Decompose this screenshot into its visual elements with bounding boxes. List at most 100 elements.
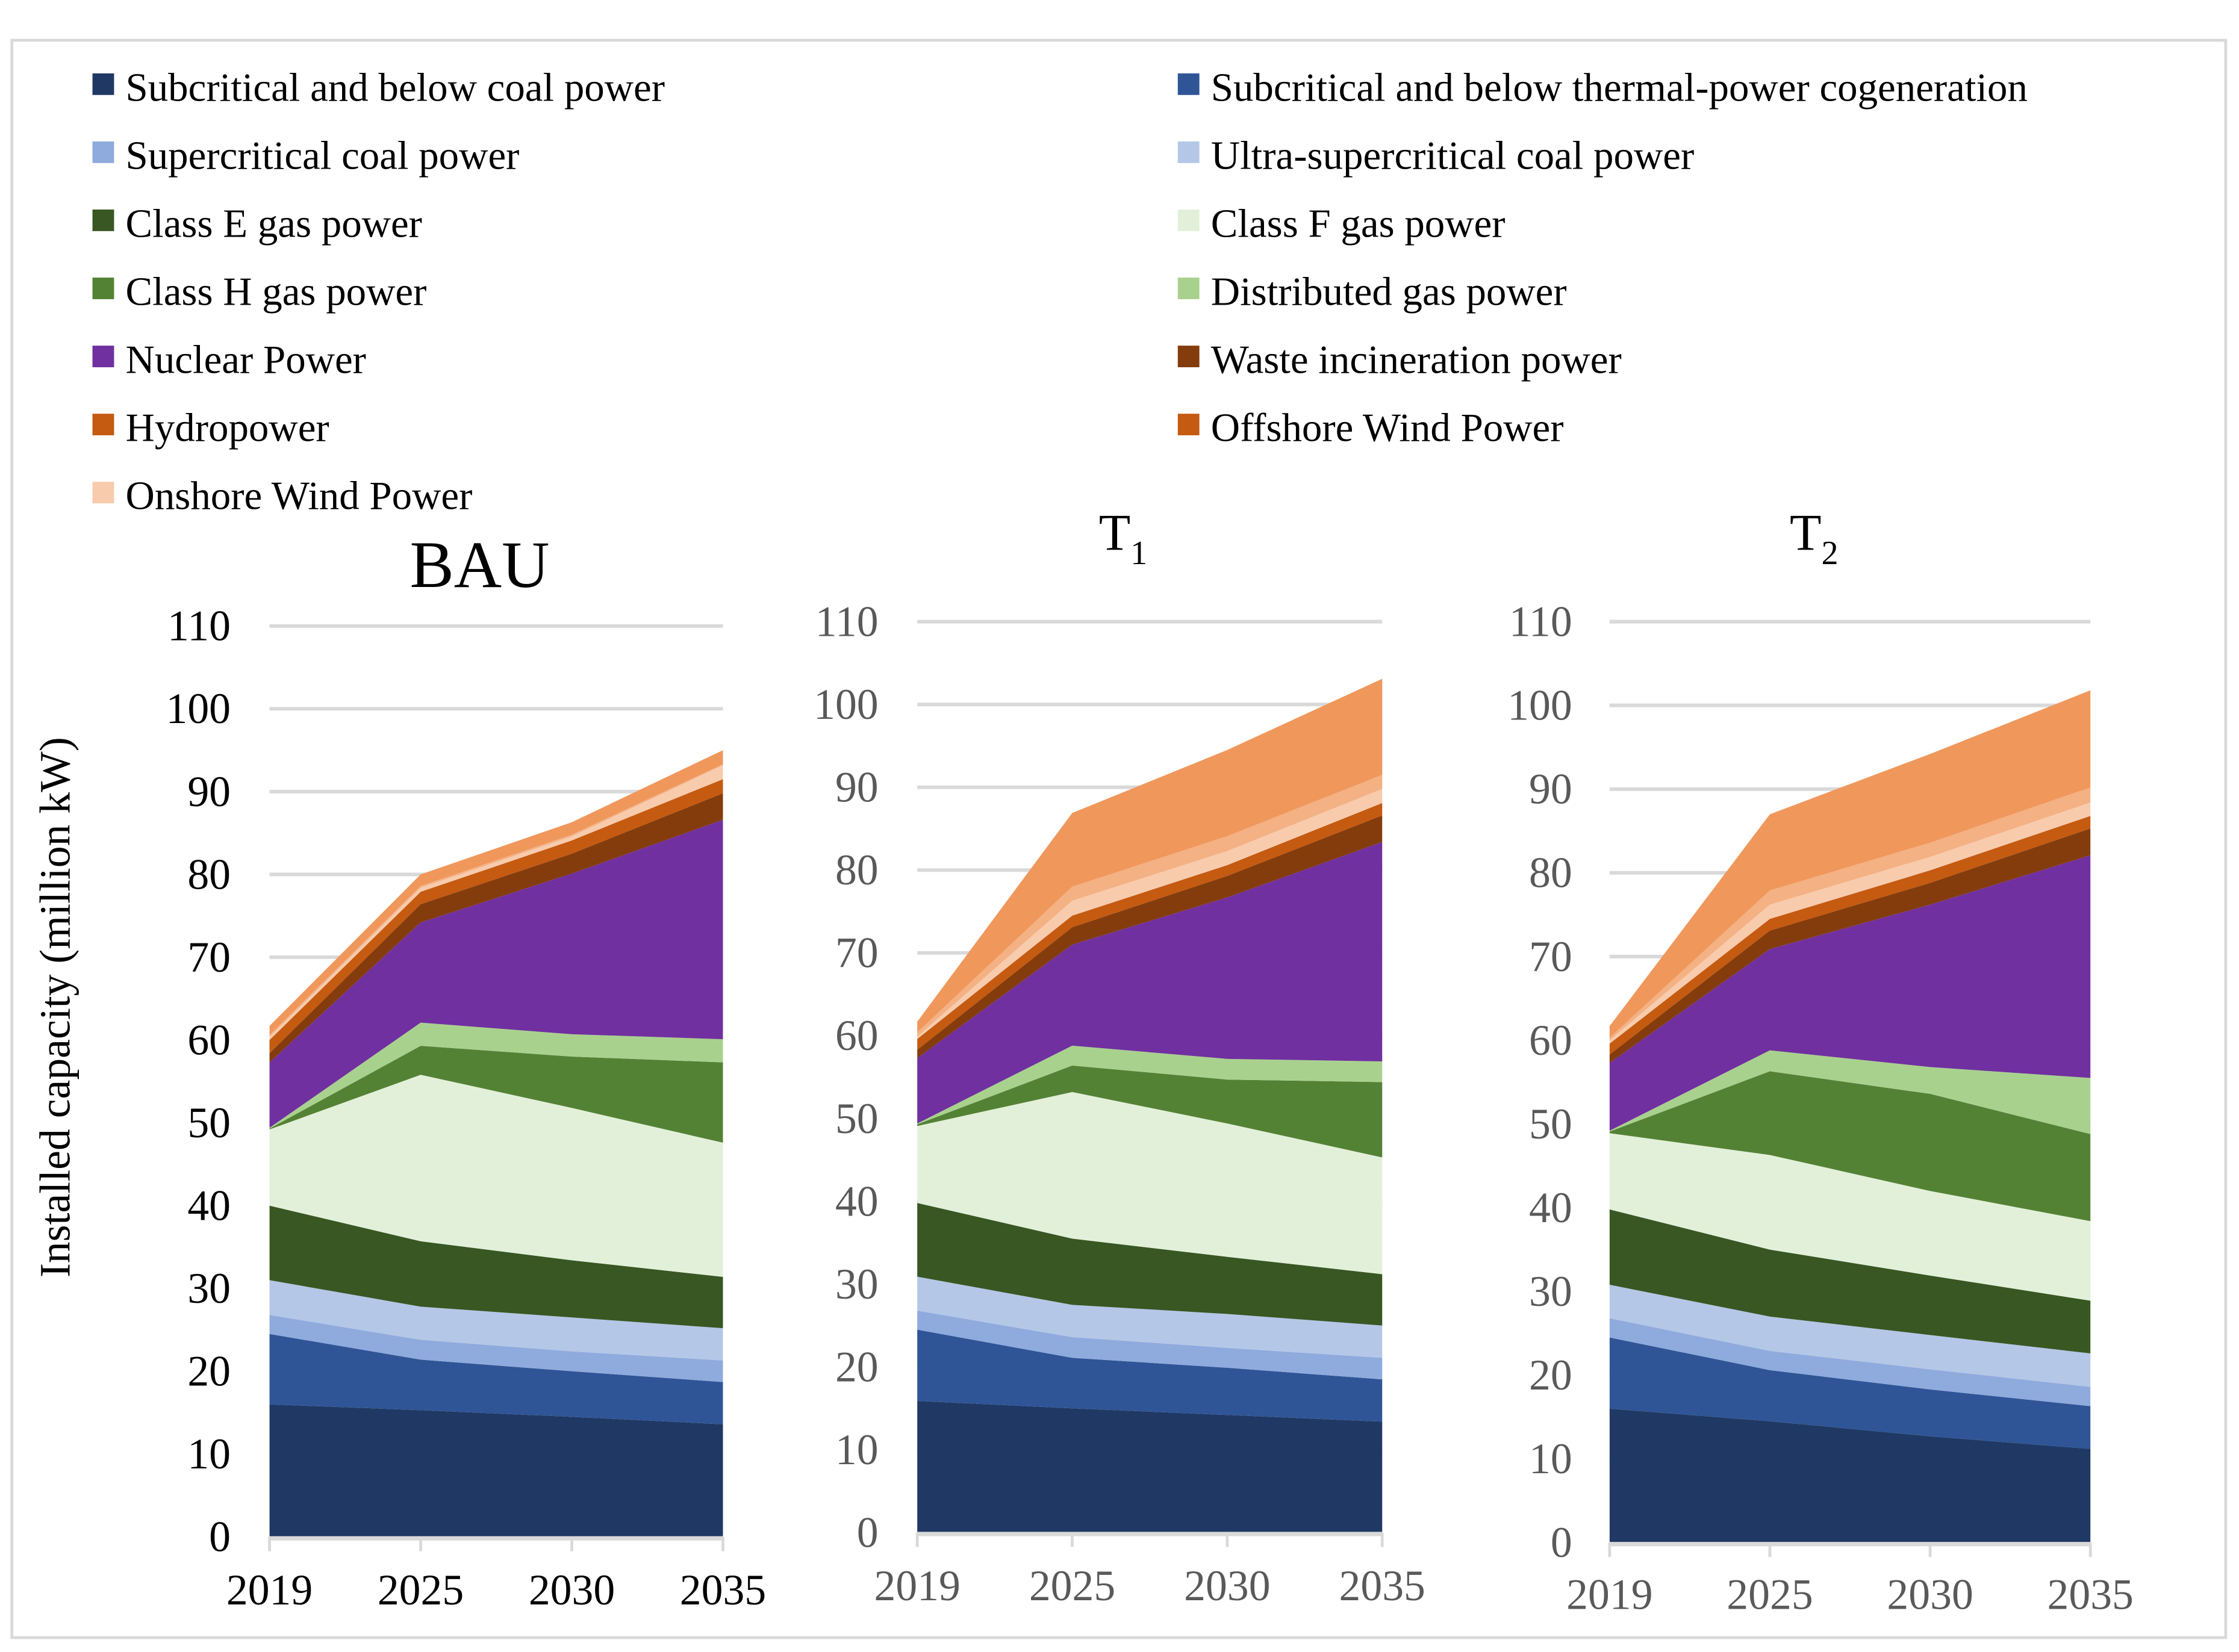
area-supercritical-coal-power [1609,1318,2091,1406]
y-tick-label: 0 [1551,1518,1572,1567]
area-distributed-gas-power [917,1045,1383,1125]
area-class-h-gas-power [1609,1071,2091,1222]
legend-label: Class E gas power [126,201,422,246]
area-nuclear-power [1609,855,2091,1131]
y-tick-label: 110 [1509,597,1572,645]
area-hydropower [1609,816,2091,1055]
legend-swatch [92,141,114,163]
x-tick-label: 2019 [1566,1570,1652,1618]
area-class-f-gas-power [269,1075,723,1277]
y-tick-label: 100 [1507,682,1572,730]
legend-swatch [92,414,114,436]
y-tick-label: 90 [187,768,231,816]
y-tick-label: 30 [1529,1267,1572,1315]
y-tick-label: 80 [835,846,879,894]
legend-swatch [92,278,114,299]
x-tick-label: 2035 [2047,1570,2134,1618]
x-tick-label: 2030 [1887,1570,1973,1618]
y-tick-label: 10 [835,1426,879,1474]
legend-swatch [92,482,114,504]
legend-label: Supercritical coal power [126,133,520,178]
area-nuclear-power [269,819,723,1128]
y-tick-label: 110 [815,597,879,645]
area-hydropower [269,779,723,1054]
legend-label: Class H gas power [126,269,427,314]
legend-label: Subcritical and below coal power [126,65,665,110]
area-distributed-gas-power [1609,1050,2091,1134]
area-class-e-gas-power [269,1205,723,1329]
panel-title-subscript: 2 [1822,535,1839,572]
legend-swatch [92,346,114,367]
area-class-h-gas-power [269,1046,723,1143]
y-tick-label: 10 [1529,1435,1572,1483]
legend-swatch [1177,278,1200,299]
y-tick-label: 20 [187,1347,231,1396]
area-subcritical-and-below-coal-power [1609,1408,2091,1543]
y-tick-label: 0 [857,1509,879,1557]
area-waste-incineration-power [1609,828,2091,1063]
y-tick-label: 80 [1529,849,1572,897]
x-tick-label: 2019 [226,1566,313,1614]
y-tick-label: 100 [814,680,879,728]
y-tick-label: 70 [1529,933,1572,981]
area-subcritical-and-below-thermal-power-cogeneration [269,1334,723,1424]
area-ultra-supercritical-coal-power [917,1276,1383,1358]
area-subcritical-and-below-coal-power [269,1404,723,1537]
x-tick-label: 2019 [874,1562,960,1610]
y-tick-label: 70 [187,933,231,981]
legend-swatch [1177,346,1200,367]
y-tick-label: 20 [835,1343,879,1391]
legend-label: Ultra-supercritical coal power [1211,133,1694,178]
y-tick-label: 30 [835,1260,879,1308]
legend-label: Hydropower [126,406,329,450]
y-tick-label: 30 [187,1264,231,1312]
area-hydropower [917,803,1383,1050]
y-tick-label: 50 [187,1099,231,1147]
area-class-e-gas-power [917,1203,1383,1326]
y-tick-label: 90 [835,763,879,812]
area-ultra-supercritical-coal-power [1609,1285,2091,1387]
legend-label: Onshore Wind Power [126,474,473,518]
legend-label: Distributed gas power [1211,269,1567,314]
area-onshore-wind-power [269,765,723,1040]
area-supercritical-coal-power [917,1310,1383,1380]
y-axis-label: Installed capacity (million kW) [31,737,79,1278]
area-subcritical-and-below-coal-power [917,1400,1383,1533]
x-tick-label: 2030 [529,1566,615,1614]
area-waste-incineration-power [269,793,723,1063]
y-tick-label: 60 [187,1016,231,1064]
y-tick-label: 90 [1529,765,1572,813]
legend: Subcritical and below coal power Subcriti… [92,65,2028,518]
area-onshore-wind-power [1609,802,2091,1044]
y-tick-label: 10 [187,1430,231,1478]
y-tick-label: 60 [835,1011,879,1060]
area-waste-incineration-power [917,815,1383,1058]
y-tick-label: 100 [166,685,231,733]
legend-swatch [92,73,114,95]
y-tick-label: 70 [835,929,879,977]
x-tick-label: 2035 [1339,1562,1425,1610]
panel-title-subscript: 1 [1130,535,1147,572]
legend-swatch [92,210,114,231]
area-offshore-wind-power [1609,690,2091,1038]
y-tick-label: 50 [1529,1100,1572,1148]
area-class-e-gas-power [1609,1209,2091,1354]
y-tick-label: 20 [1529,1351,1572,1399]
legend-swatch [1177,73,1200,95]
area-offshore-wind-power [269,750,723,1036]
y-tick-label: 40 [187,1181,231,1229]
y-tick-label: 60 [1529,1016,1572,1064]
panel-title: BAU [409,528,549,601]
legend-label: Nuclear Power [126,338,366,382]
legend-label: Offshore Wind Power [1211,406,1564,450]
area-offshore-wind-power [917,678,1383,1032]
x-tick-label: 2025 [378,1566,464,1614]
y-tick-label: 80 [187,850,231,898]
area-class-f-gas-power [1609,1133,2091,1301]
area-supercritical-coal-power [269,1315,723,1382]
legend-swatch [1177,414,1200,436]
